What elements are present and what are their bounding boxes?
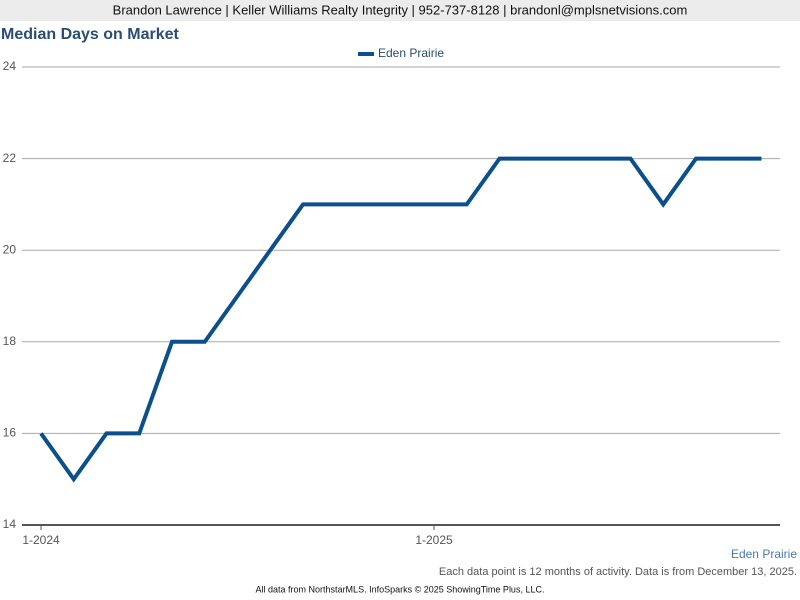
x-tick-label: 1-2024 [22, 533, 60, 547]
y-tick-label: 24 [3, 59, 17, 73]
header: Brandon Lawrence | Keller Williams Realt… [113, 2, 688, 17]
caption: Eden Prairie [731, 547, 797, 561]
note: Each data point is 12 months of activity… [439, 566, 797, 578]
y-tick-label: 16 [3, 426, 17, 440]
y-tick-label: 14 [3, 517, 17, 531]
source: All data from NorthstarMLS. InfoSparks ©… [256, 584, 545, 594]
y-tick-label: 18 [3, 334, 17, 348]
x-tick-label: 1-2025 [415, 533, 453, 547]
chart-title: Median Days on Market [1, 26, 180, 43]
y-tick-label: 22 [3, 151, 17, 165]
legend-label: Eden Prairie [378, 46, 444, 60]
header-bar [0, 0, 800, 21]
y-tick-label: 20 [3, 242, 17, 256]
line [39, 156, 762, 483]
